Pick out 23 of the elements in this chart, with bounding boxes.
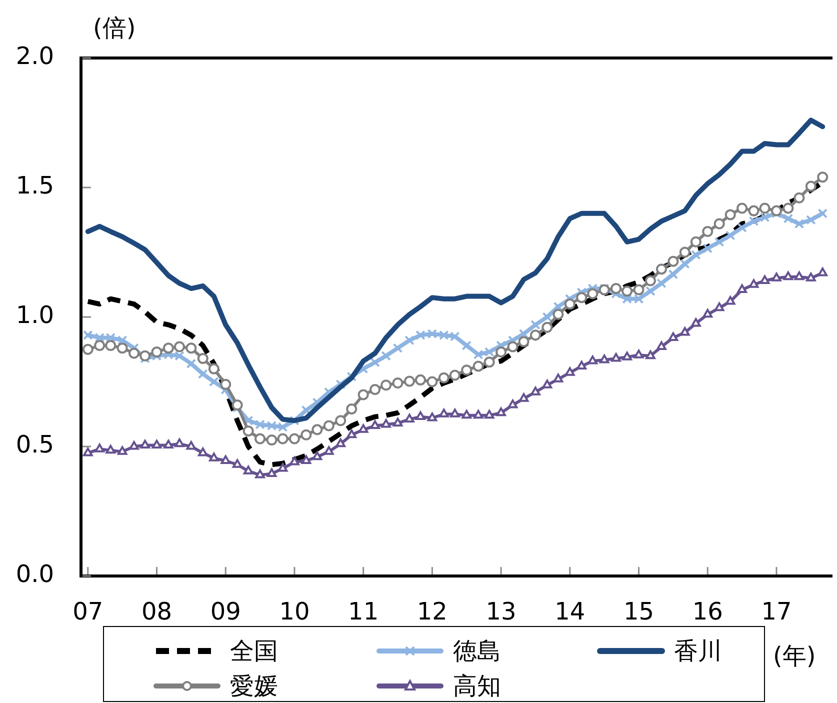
y-tick-label: 2.0 — [16, 42, 54, 70]
x-tick-label: 12 — [416, 598, 448, 626]
y-tick-label: 1.5 — [16, 172, 54, 200]
legend-label: 愛媛 — [230, 672, 278, 700]
legend-label: 全国 — [230, 636, 278, 664]
y-tick-label: 1.0 — [16, 301, 54, 330]
x-axis-title: (年) — [773, 642, 816, 670]
y-tick-label: 0.0 — [16, 560, 54, 588]
x-tick-label: 10 — [279, 598, 310, 626]
x-tick-label: 08 — [141, 598, 172, 626]
y-axis-title: (倍) — [93, 14, 136, 42]
y-tick-label: 0.5 — [16, 430, 54, 459]
x-tick-label: 13 — [486, 598, 516, 626]
legend-label: 高知 — [453, 672, 501, 700]
x-tick-label: 16 — [692, 598, 723, 626]
legend-label: 徳島 — [453, 636, 501, 664]
x-tick-label: 17 — [761, 598, 792, 626]
x-tick-label: 09 — [210, 598, 241, 626]
x-tick-label: 11 — [348, 598, 379, 626]
x-tick-label: 07 — [72, 598, 104, 626]
legend-label: 香川 — [674, 636, 722, 664]
x-tick-label: 15 — [623, 598, 654, 626]
x-tick-label: 14 — [554, 598, 586, 626]
